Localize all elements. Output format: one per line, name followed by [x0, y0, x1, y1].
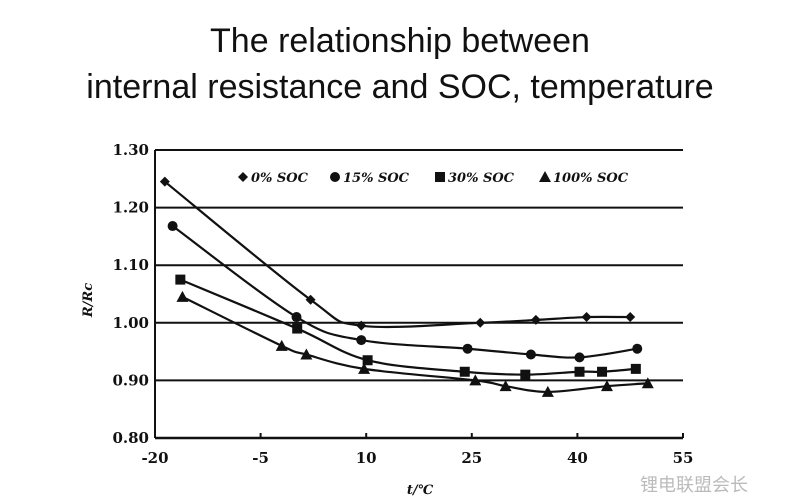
data-point: [356, 335, 367, 346]
y-tick-label: 1.30: [112, 141, 149, 159]
data-point: [362, 355, 373, 366]
data-point: [574, 366, 585, 377]
data-point: [469, 374, 482, 386]
data-point: [462, 343, 473, 354]
data-point: [530, 314, 541, 325]
y-tick-label: 1.20: [112, 199, 149, 217]
data-point: [356, 320, 367, 331]
y-axis-label: R/Rc: [81, 283, 96, 318]
data-point: [641, 377, 654, 389]
y-tick-label: 1.00: [112, 314, 149, 332]
data-point: [600, 380, 613, 392]
data-point: [292, 323, 303, 334]
x-tick-label: 40: [567, 449, 588, 467]
data-point: [300, 348, 313, 360]
chart-title: The relationship between internal resist…: [0, 18, 800, 110]
x-tick-label: 10: [356, 449, 377, 467]
watermark: 锂电联盟会长: [640, 475, 748, 495]
y-tick-label: 1.10: [112, 256, 149, 274]
data-point: [175, 274, 186, 285]
data-point: [525, 349, 536, 360]
legend-label: 100% SOC: [553, 171, 629, 186]
data-point: [167, 221, 178, 232]
x-tick-label: -5: [252, 449, 269, 467]
data-point: [275, 339, 288, 351]
series-line-0: [164, 180, 631, 329]
data-point: [541, 385, 554, 397]
data-point: [159, 176, 170, 187]
data-point: [291, 312, 302, 323]
y-tick-label: 0.80: [112, 429, 149, 447]
legend-label: 0% SOC: [251, 171, 309, 186]
x-tick-label: 55: [673, 449, 694, 467]
data-point: [176, 290, 189, 302]
data-point: [459, 366, 470, 377]
data-point: [475, 317, 486, 328]
data-point: [581, 312, 592, 323]
data-point: [305, 294, 316, 305]
legend-marker: [330, 172, 340, 182]
legend-label: 15% SOC: [343, 171, 410, 186]
data-point: [625, 312, 636, 323]
data-point: [632, 343, 643, 354]
legend-marker: [435, 172, 445, 182]
data-point: [499, 380, 512, 392]
title-line-2: internal resistance and SOC, temperature: [86, 68, 714, 106]
x-tick-label: 25: [461, 449, 482, 467]
data-point: [520, 369, 531, 380]
data-point: [574, 352, 585, 363]
data-point: [358, 362, 371, 374]
data-point: [597, 366, 608, 377]
legend-label: 30% SOC: [448, 171, 515, 186]
legend-marker: [539, 171, 551, 182]
title-line-1: The relationship between: [210, 22, 590, 60]
x-tick-label: -20: [141, 449, 168, 467]
x-axis-label: t/℃: [407, 483, 434, 498]
y-tick-label: 0.90: [112, 371, 149, 389]
data-point: [630, 363, 641, 374]
legend-marker: [238, 172, 248, 182]
